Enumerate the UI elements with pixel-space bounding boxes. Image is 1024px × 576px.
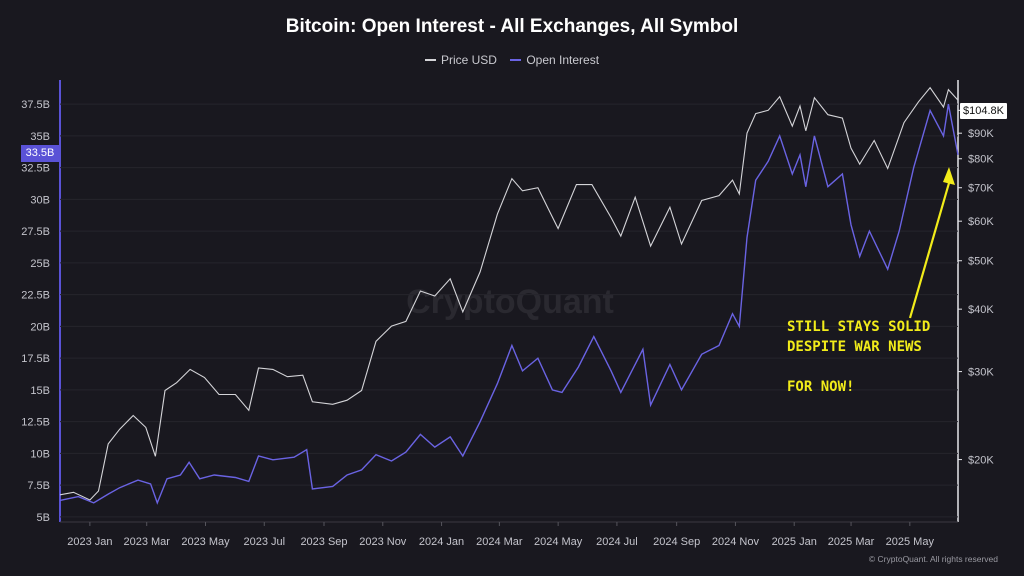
x-axis: 2023 Jan 2023 Mar 2023 May 2023 Jul 2023 Sep… (67, 522, 934, 548)
left-axis: 5B 7.5B 10B 12.5B 15B 17.5B 20B 22.5B 25B 27.5B 30… (21, 99, 50, 524)
legend-item-price[interactable]: Price USD (424, 53, 497, 67)
left-tick-label: 37.5B (21, 99, 50, 111)
right-tick-label: $70K (968, 183, 994, 195)
grid (59, 80, 959, 523)
x-tick-label: 2023 Sep (300, 536, 347, 548)
x-tick-label: 2023 Jan (67, 536, 112, 548)
left-tick-label: 30B (30, 194, 50, 206)
right-tick-label: $80K (968, 154, 994, 166)
x-tick-label: 2024 Jan (419, 536, 464, 548)
watermark: CryptoQuant (406, 283, 614, 321)
x-tick-label: 2023 Jul (243, 536, 285, 548)
left-tick-label: 20B (30, 321, 50, 333)
chart-legend: Price USD Open Interest (0, 50, 1024, 67)
left-tick-label: 10B (30, 448, 50, 460)
legend-swatch-price (424, 59, 436, 61)
right-tick-label: $50K (968, 256, 994, 268)
left-tick-label: 5B (37, 512, 50, 524)
open-interest-series-line (59, 103, 959, 505)
current-open-interest-label: 33.5B (21, 145, 59, 162)
x-tick-label: 2023 Mar (123, 536, 170, 548)
legend-label-open-interest: Open Interest (526, 53, 600, 67)
x-tick-label: 2024 May (534, 536, 583, 548)
right-tick-label: $90K (968, 128, 994, 140)
right-tick-label: $40K (968, 304, 994, 316)
current-price-label: $104.8K (960, 103, 1007, 119)
left-tick-label: 22.5B (21, 290, 50, 302)
chart-title: Bitcoin: Open Interest - All Exchanges, … (285, 16, 739, 37)
left-tick-label: 7.5B (27, 480, 50, 492)
copyright-text: © CryptoQuant. All rights reserved (868, 554, 998, 564)
left-tick-label: 17.5B (21, 353, 50, 365)
annotation-arrow-head (943, 167, 955, 185)
x-tick-label: 2025 May (886, 536, 935, 548)
x-tick-label: 2024 Sep (653, 536, 700, 548)
annotation-arrow (908, 182, 951, 319)
price-usd-series-line (59, 86, 959, 501)
x-tick-label: 2025 Jan (772, 536, 817, 548)
legend-item-open-interest[interactable]: Open Interest (510, 53, 599, 67)
left-tick-label: 35B (30, 131, 50, 143)
right-tick-label: $20K (968, 455, 994, 467)
x-tick-label: 2024 Nov (712, 536, 760, 548)
right-tick-label: $30K (968, 367, 994, 379)
left-tick-label: 27.5B (21, 226, 50, 238)
legend-swatch-open-interest (510, 59, 522, 61)
x-tick-label: 2024 Mar (476, 536, 523, 548)
x-tick-label: 2025 Mar (828, 536, 875, 548)
left-tick-label: 12.5B (21, 417, 50, 429)
x-tick-label: 2024 Jul (596, 536, 638, 548)
right-tick-label: $60K (968, 216, 994, 228)
left-tick-label: 32.5B (21, 163, 50, 175)
right-axis: $20K$30K$40K$50K$60K$70K$80K$90K$100K (958, 105, 1000, 467)
chart-annotation: STILL STAYS SOLID DESPITE WAR NEWS FOR N… (787, 319, 931, 395)
left-tick-label: 15B (30, 385, 50, 397)
left-tick-label: 25B (30, 258, 50, 270)
x-tick-label: 2023 Nov (359, 536, 407, 548)
legend-label-price: Price USD (440, 53, 497, 67)
x-tick-label: 2023 May (181, 536, 230, 548)
